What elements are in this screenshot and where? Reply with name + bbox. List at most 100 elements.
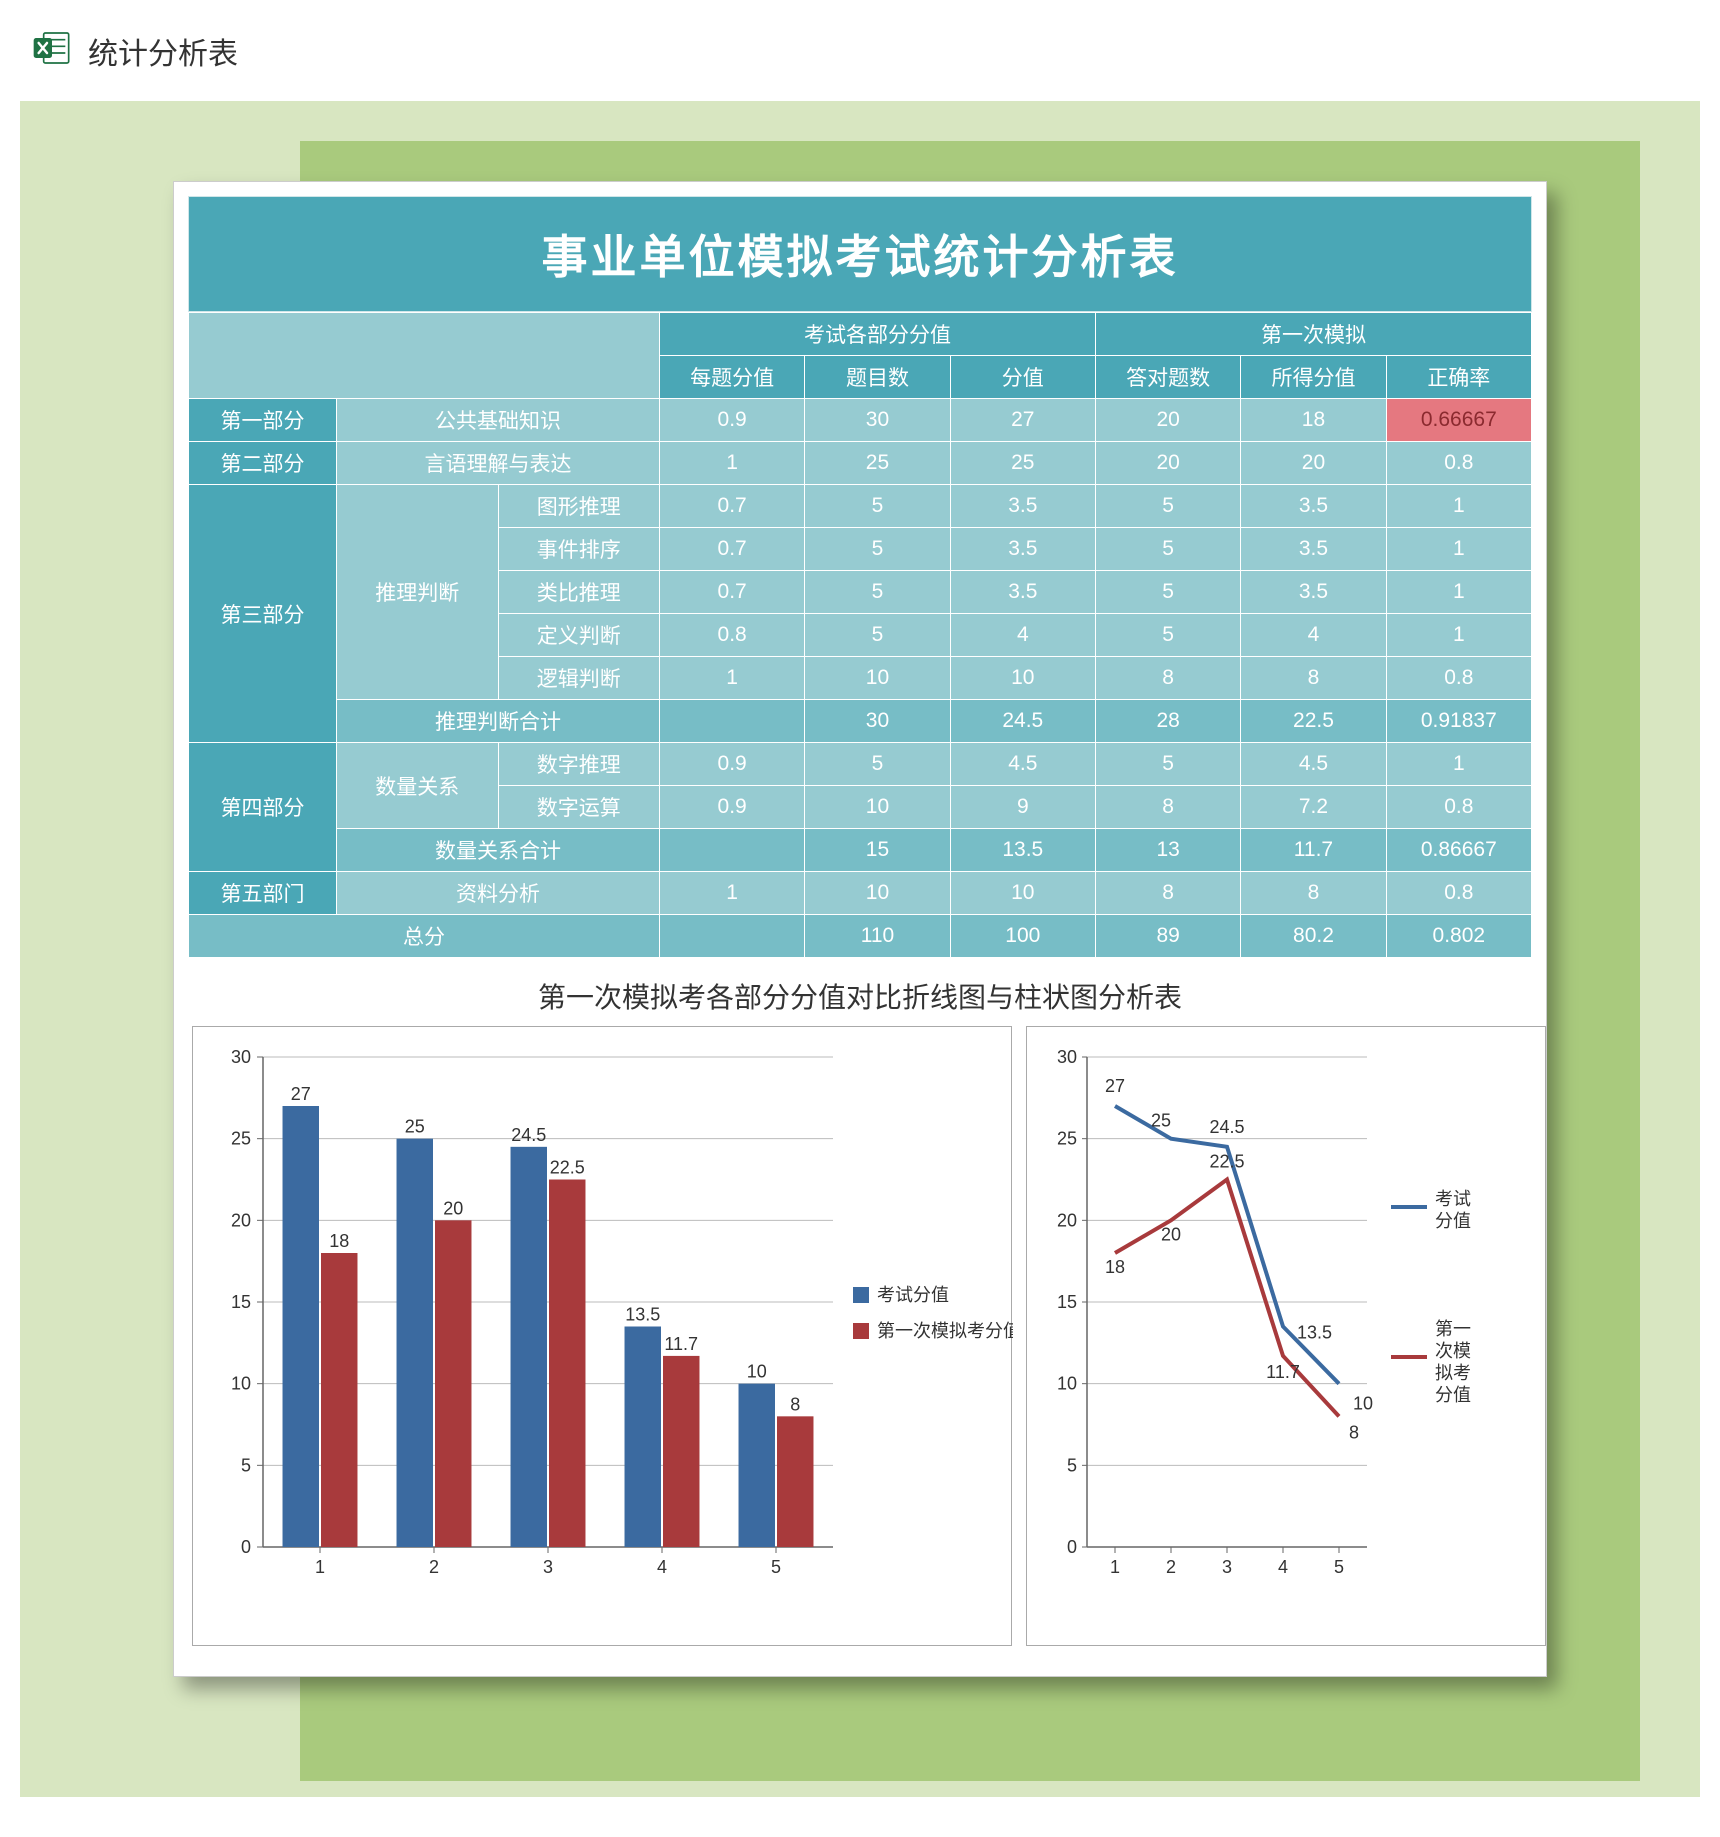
col-gained: 所得分值	[1241, 356, 1386, 399]
col-per-q: 每题分值	[659, 356, 804, 399]
svg-text:0: 0	[241, 1537, 251, 1557]
svg-text:25: 25	[405, 1117, 425, 1137]
svg-text:4: 4	[657, 1557, 667, 1577]
row-name: 图形推理	[498, 485, 659, 528]
row-name: 定义判断	[498, 614, 659, 657]
svg-text:22.5: 22.5	[1209, 1152, 1244, 1172]
svg-text:10: 10	[231, 1374, 251, 1394]
svg-text:第一次模拟考分值: 第一次模拟考分值	[877, 1321, 1013, 1341]
svg-text:1: 1	[315, 1557, 325, 1577]
total-label: 总分	[189, 915, 660, 958]
row-name: 公共基础知识	[337, 399, 660, 442]
svg-text:3: 3	[1222, 1557, 1232, 1577]
svg-text:22.5: 22.5	[550, 1158, 585, 1178]
svg-text:2: 2	[429, 1557, 439, 1577]
svg-text:0: 0	[1067, 1537, 1077, 1557]
col-rate: 正确率	[1386, 356, 1531, 399]
svg-text:5: 5	[771, 1557, 781, 1577]
svg-text:第一: 第一	[1435, 1319, 1471, 1339]
charts-title: 第一次模拟考各部分分值对比折线图与柱状图分析表	[188, 958, 1532, 1026]
svg-text:20: 20	[1161, 1224, 1181, 1244]
svg-text:分值: 分值	[1435, 1211, 1471, 1231]
svg-text:分值: 分值	[1435, 1385, 1471, 1405]
svg-text:10: 10	[1353, 1394, 1373, 1414]
svg-text:25: 25	[1057, 1129, 1077, 1149]
svg-text:20: 20	[443, 1198, 463, 1218]
svg-text:考试: 考试	[1435, 1189, 1471, 1209]
table-row: 第四部分 数量关系 数字推理 0.9 5 4.5 5 4.5 1	[189, 743, 1532, 786]
svg-text:18: 18	[1105, 1257, 1125, 1277]
row-name: 数字运算	[498, 786, 659, 829]
section-label: 第四部分	[189, 743, 337, 872]
svg-text:18: 18	[329, 1231, 349, 1251]
group-name: 推理判断	[337, 485, 498, 700]
svg-text:24.5: 24.5	[511, 1125, 546, 1145]
data-table: 考试各部分分值 第一次模拟 每题分值 题目数 分值 答对题数 所得分值 正确率 …	[188, 312, 1532, 958]
row-name: 类比推理	[498, 571, 659, 614]
highlighted-cell: 0.66667	[1386, 399, 1531, 442]
subtotal-label: 推理判断合计	[337, 700, 660, 743]
svg-text:20: 20	[1057, 1210, 1077, 1230]
group-name: 数量关系	[337, 743, 498, 829]
svg-text:15: 15	[1057, 1292, 1077, 1312]
group2-header: 第一次模拟	[1095, 313, 1531, 356]
svg-text:27: 27	[1105, 1076, 1125, 1096]
svg-text:1: 1	[1110, 1557, 1120, 1577]
svg-text:8: 8	[1349, 1422, 1359, 1442]
row-name: 数字推理	[498, 743, 659, 786]
svg-text:25: 25	[1151, 1111, 1171, 1131]
svg-text:10: 10	[1057, 1374, 1077, 1394]
svg-text:13.5: 13.5	[625, 1305, 660, 1325]
sheet-title: 事业单位模拟考试统计分析表	[188, 196, 1532, 312]
col-score: 分值	[950, 356, 1095, 399]
svg-text:5: 5	[1067, 1455, 1077, 1475]
svg-text:3: 3	[543, 1557, 553, 1577]
row-name: 资料分析	[337, 872, 660, 915]
svg-text:5: 5	[241, 1455, 251, 1475]
spreadsheet-panel: 事业单位模拟考试统计分析表 考试各部分分值 第一次模拟 每题分值 题目数 分值 …	[173, 181, 1547, 1677]
section-label: 第一部分	[189, 399, 337, 442]
app-header: 统计分析表	[0, 0, 1720, 101]
row-name: 逻辑判断	[498, 657, 659, 700]
app-title: 统计分析表	[88, 29, 238, 73]
row-name: 言语理解与表达	[337, 442, 660, 485]
table-row: 第一部分 公共基础知识 0.9 30 27 20 18 0.66667	[189, 399, 1532, 442]
svg-text:11.7: 11.7	[1266, 1362, 1300, 1382]
svg-text:30: 30	[231, 1047, 251, 1067]
svg-text:25: 25	[231, 1129, 251, 1149]
header-row-1: 考试各部分分值 第一次模拟	[189, 313, 1532, 356]
bar-chart: 0 5 10 15 20 25 30 27 18 1 25 20 2 24.522.5 3 13.511.7 4…	[192, 1026, 1012, 1646]
svg-text:30: 30	[1057, 1047, 1077, 1067]
table-row: 第三部分 推理判断 图形推理 0.7 5 3.5 5 3.5 1	[189, 485, 1532, 528]
svg-text:24.5: 24.5	[1209, 1117, 1244, 1137]
svg-text:27: 27	[291, 1084, 311, 1104]
svg-text:次模: 次模	[1435, 1341, 1471, 1361]
subtotal-label: 数量关系合计	[337, 829, 660, 872]
svg-text:考试分值: 考试分值	[877, 1285, 949, 1305]
subtotal-row: 数量关系合计 15 13.5 13 11.7 0.86667	[189, 829, 1532, 872]
table-row: 第五部门 资料分析 1 10 10 8 8 0.8	[189, 872, 1532, 915]
svg-text:4: 4	[1278, 1557, 1288, 1577]
line-chart: 0 5 10 15 20 25 30 1 2 3 4 5 27 25 24.5 13.5 10 18 20 22.5 1…	[1026, 1026, 1546, 1646]
svg-text:15: 15	[231, 1292, 251, 1312]
table-row: 第二部分 言语理解与表达 1 25 25 20 20 0.8	[189, 442, 1532, 485]
excel-icon	[32, 28, 72, 73]
charts-container: 051015202530271812520224.522.5313.511.74…	[188, 1026, 1532, 1646]
col-q-cnt: 题目数	[805, 356, 950, 399]
section-label: 第三部分	[189, 485, 337, 743]
row-name: 事件排序	[498, 528, 659, 571]
total-row: 总分 110 100 89 80.2 0.802	[189, 915, 1532, 958]
section-label: 第二部分	[189, 442, 337, 485]
svg-text:10: 10	[747, 1362, 767, 1382]
subtotal-row: 推理判断合计 30 24.5 28 22.5 0.91837	[189, 700, 1532, 743]
svg-text:拟考: 拟考	[1435, 1363, 1471, 1383]
page-canvas: 事业单位模拟考试统计分析表 考试各部分分值 第一次模拟 每题分值 题目数 分值 …	[20, 101, 1700, 1797]
svg-text:5: 5	[1334, 1557, 1344, 1577]
svg-text:20: 20	[231, 1210, 251, 1230]
group1-header: 考试各部分分值	[659, 313, 1095, 356]
col-correct: 答对题数	[1095, 356, 1240, 399]
svg-text:13.5: 13.5	[1297, 1323, 1332, 1343]
section-label: 第五部门	[189, 872, 337, 915]
svg-text:2: 2	[1166, 1557, 1176, 1577]
svg-text:11.7: 11.7	[664, 1334, 698, 1354]
